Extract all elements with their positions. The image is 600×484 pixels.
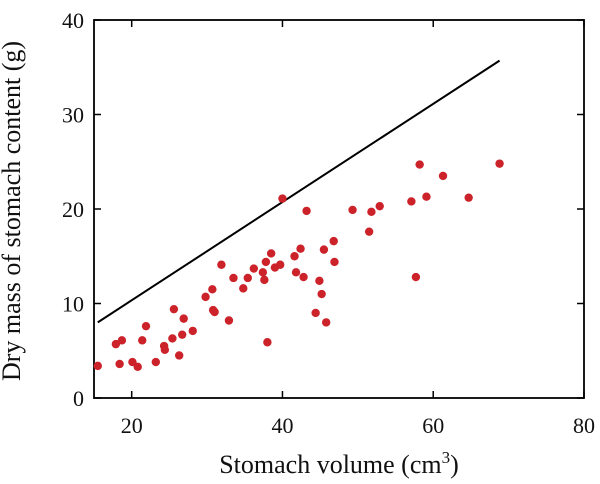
- data-point: [249, 264, 259, 273]
- data-point: [411, 272, 421, 282]
- data-point: [179, 314, 188, 323]
- data-point: [260, 275, 269, 285]
- data-point: [290, 252, 299, 261]
- data-point: [133, 362, 142, 372]
- data-point: [407, 197, 416, 206]
- series-layer: [93, 59, 504, 372]
- data-point: [375, 201, 384, 211]
- data-point: [321, 318, 331, 327]
- data-point: [438, 171, 448, 181]
- data-point: [160, 345, 170, 355]
- data-point: [315, 276, 324, 286]
- y-tick-label: 30: [62, 103, 84, 128]
- y-tick-label: 40: [62, 8, 84, 33]
- data-point: [330, 257, 339, 267]
- data-point: [229, 273, 238, 283]
- x-tick-label: 80: [573, 413, 595, 438]
- data-point: [208, 285, 217, 294]
- data-point: [117, 336, 127, 345]
- y-tick-label: 10: [62, 292, 84, 317]
- data-point: [263, 338, 272, 347]
- data-point: [261, 257, 271, 267]
- data-point: [201, 292, 210, 302]
- data-point: [495, 159, 504, 168]
- data-point: [115, 359, 124, 369]
- data-point: [415, 160, 424, 169]
- data-point: [111, 339, 121, 349]
- plot-frame: [93, 19, 585, 399]
- data-point: [299, 272, 308, 282]
- data-point: [151, 357, 161, 367]
- x-axis-title: Stomach volume (cm3): [219, 448, 459, 479]
- data-point: [367, 207, 376, 217]
- data-point: [224, 316, 234, 325]
- data-point: [258, 268, 268, 277]
- data-point: [291, 268, 301, 277]
- reference-line: [97, 59, 501, 324]
- y-axis-ticks: 0 10 20 30 40: [62, 8, 584, 411]
- y-axis-title: Dry mass of stomach content (g): [0, 41, 26, 381]
- data-point: [217, 260, 226, 269]
- data-point: [348, 205, 357, 215]
- data-point: [210, 307, 219, 317]
- data-point: [138, 336, 147, 345]
- x-tick-label: 40: [271, 413, 293, 438]
- data-point: [311, 308, 320, 318]
- x-tick-label: 60: [422, 413, 444, 438]
- x-axis-ticks: 20 40 60 80: [121, 20, 595, 438]
- x-tick-label: 20: [121, 413, 143, 438]
- data-point: [169, 304, 179, 314]
- data-point: [278, 194, 287, 203]
- data-point: [276, 260, 285, 269]
- y-tick-label: 0: [73, 386, 84, 411]
- data-point: [141, 321, 151, 331]
- data-point: [319, 245, 329, 254]
- data-point: [174, 351, 184, 360]
- y-tick-label: 20: [62, 197, 84, 222]
- data-point: [266, 249, 276, 258]
- data-point: [168, 334, 177, 343]
- data-point: [464, 193, 473, 202]
- data-point: [329, 236, 338, 246]
- data-point: [296, 244, 305, 253]
- data-point: [178, 330, 187, 339]
- data-point: [302, 206, 311, 216]
- data-point: [422, 192, 431, 201]
- data-point: [188, 326, 197, 336]
- data-point: [239, 284, 248, 293]
- data-point: [317, 289, 326, 299]
- data-point: [243, 273, 252, 283]
- data-point: [93, 361, 102, 371]
- data-point: [364, 227, 374, 236]
